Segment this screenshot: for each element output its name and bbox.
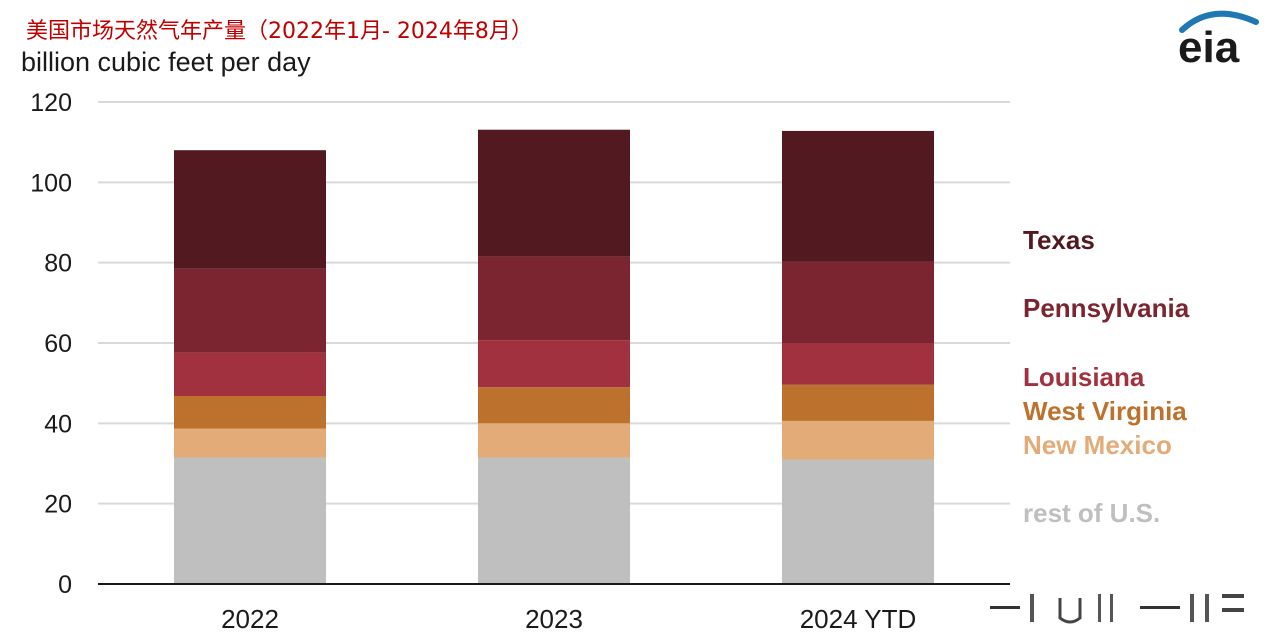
legend-label: rest of U.S. bbox=[1023, 498, 1160, 528]
chart-title: 美国市场天然气年产量（2022年1月- 2024年8月） bbox=[26, 19, 533, 44]
logo-swoosh bbox=[1179, 10, 1259, 33]
y-axis-ticks: 0 20 40 60 80 100 120 bbox=[30, 89, 72, 599]
x-tick-label: 2024 YTD bbox=[800, 604, 917, 634]
bars bbox=[174, 129, 934, 584]
legend-label: New Mexico bbox=[1023, 430, 1172, 460]
bar-segment bbox=[174, 457, 326, 584]
bar-segment bbox=[478, 423, 630, 458]
bar-segment bbox=[174, 428, 326, 458]
watermark-artifact bbox=[990, 594, 1244, 624]
bar-segment bbox=[478, 256, 630, 341]
bar-segment bbox=[782, 130, 934, 262]
bar-segment bbox=[174, 150, 326, 269]
x-axis-labels: 2022 2023 2024 YTD bbox=[221, 604, 916, 634]
y-axis-unit-label: billion cubic feet per day bbox=[21, 47, 311, 77]
legend-label: West Virginia bbox=[1023, 396, 1187, 426]
bar-segment bbox=[782, 459, 934, 584]
bar-segment bbox=[174, 352, 326, 397]
legend: rest of U.S. New Mexico West Virginia Louis… bbox=[1023, 225, 1190, 528]
legend-label: Texas bbox=[1023, 225, 1095, 255]
x-tick-label: 2022 bbox=[221, 604, 279, 634]
logo-text: eia bbox=[1178, 23, 1240, 70]
legend-label: Louisiana bbox=[1023, 362, 1145, 392]
bar-segment bbox=[174, 268, 326, 353]
y-tick-label: 100 bbox=[30, 169, 72, 197]
bar-segment bbox=[174, 396, 326, 429]
bar-stack bbox=[782, 130, 934, 584]
y-tick-label: 80 bbox=[44, 250, 72, 278]
y-tick-label: 20 bbox=[44, 491, 72, 519]
eia-logo: eia bbox=[1178, 10, 1259, 70]
y-tick-label: 0 bbox=[58, 571, 72, 599]
y-tick-label: 120 bbox=[30, 89, 72, 117]
y-tick-label: 60 bbox=[44, 330, 72, 358]
bar-stack bbox=[174, 150, 326, 584]
bar-segment bbox=[478, 387, 630, 424]
bar-segment bbox=[782, 261, 934, 343]
y-tick-label: 40 bbox=[44, 410, 72, 438]
bar-segment bbox=[782, 420, 934, 460]
bar-segment bbox=[478, 129, 630, 257]
bar-stack bbox=[478, 129, 630, 584]
legend-label: Pennsylvania bbox=[1023, 293, 1190, 323]
bar-segment bbox=[478, 457, 630, 584]
x-tick-label: 2023 bbox=[525, 604, 583, 634]
bar-segment bbox=[782, 343, 934, 385]
bar-segment bbox=[478, 340, 630, 388]
bar-segment bbox=[782, 384, 934, 421]
